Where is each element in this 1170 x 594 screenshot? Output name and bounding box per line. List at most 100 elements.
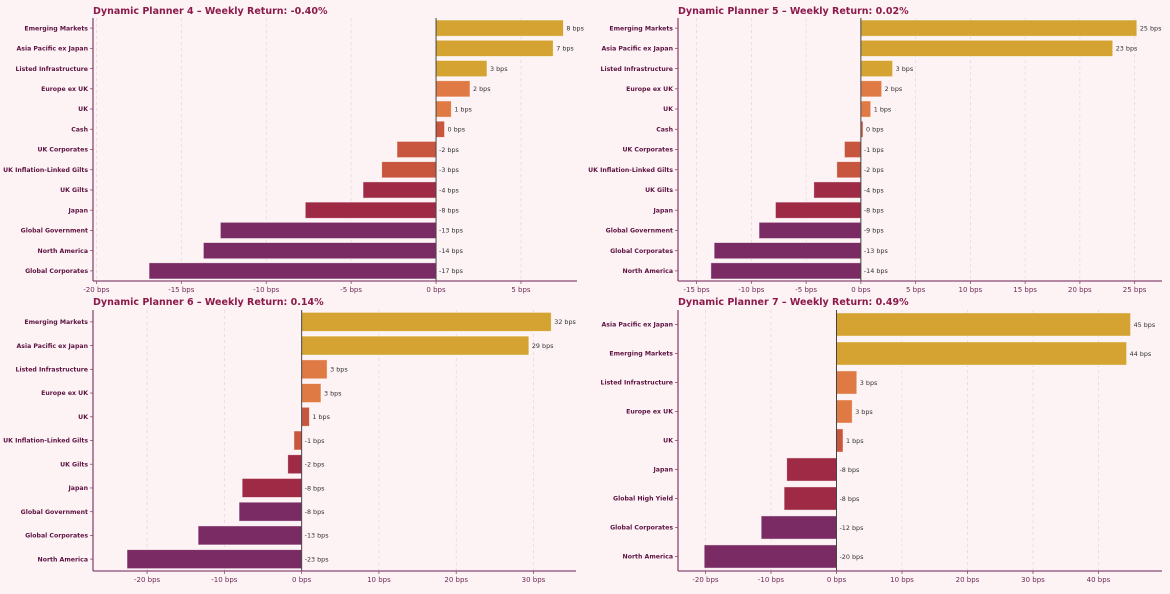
value-label: 3 bps [330,366,348,374]
x-tick-label: -20 bps [134,576,161,584]
value-label: 45 bps [1134,321,1156,329]
value-label: -13 bps [864,247,889,255]
value-label: 3 bps [490,65,508,73]
x-tick-label: 15 bps [1013,286,1037,294]
category-label: Europe ex UK [626,409,673,416]
value-label: 2 bps [473,85,491,93]
category-label: Japan [653,207,674,214]
bar-uk-gilts [362,181,437,199]
chart-title: Dynamic Planner 6 – Weekly Return: 0.14% [93,297,324,308]
category-label: Asia Pacific ex Japan [17,343,89,350]
category-label: Europe ex UK [626,86,673,93]
x-tick-label: 0 bps [851,286,871,294]
bar-listed-infrastructure [301,359,328,380]
category-label: Emerging Markets [609,351,673,358]
bar-uk-inflation-linked-gilts [381,161,437,179]
bar-japan [786,457,837,482]
value-label: 2 bps [885,85,903,93]
bar-japan [304,201,437,219]
bar-uk-gilts [287,454,303,475]
x-tick-label: -10 bps [758,576,785,584]
bar-asia-pacific-ex-japan [301,335,530,356]
bar-uk-corporates [396,141,437,158]
value-label: -8 bps [439,206,460,214]
bar-cash [435,120,445,138]
bar-asia-pacific-ex-japan [836,312,1131,337]
value-label: -12 bps [839,524,864,532]
category-label: North America [38,248,88,255]
category-label: UK Gilts [645,187,673,194]
value-label: 3 bps [324,389,342,397]
bar-global-corporates [760,515,837,540]
value-label: -2 bps [305,461,326,469]
category-label: North America [623,268,673,275]
value-label: 44 bps [1130,350,1152,358]
bar-global-corporates [713,242,862,260]
bar-emerging-markets [435,19,564,37]
x-tick-label: 20 bps [444,576,468,584]
category-label: Global Corporates [610,525,673,532]
value-label: -2 bps [864,166,885,174]
x-tick-label: 10 bps [367,576,391,584]
value-label: -2 bps [439,146,460,154]
category-label: Global Corporates [25,268,88,275]
category-label: Cash [656,126,673,133]
bar-global-government [219,221,437,239]
x-tick-label: 5 bps [906,286,926,294]
value-label: 3 bps [855,408,873,416]
chart-dynamic-planner-6: 32 bps Emerging Markets 29 bps Asia Pacific… [0,295,585,590]
chart-svg: 32 bps Emerging Markets 29 bps Asia Pacific… [3,297,576,584]
value-label: -17 bps [439,267,464,275]
x-tick-label: 5 bps [511,286,531,294]
bar-europe-ex-uk [301,383,322,403]
value-label: -8 bps [305,484,326,492]
x-tick-label: 0 bps [426,286,446,294]
category-label: Global High Yield [613,496,673,503]
bar-north-america [202,242,437,260]
category-label: UK Corporates [622,147,673,154]
chart-title: Dynamic Planner 5 – Weekly Return: 0.02% [678,6,909,17]
bar-uk-corporates [844,141,862,158]
category-label: UK Inflation-Linked Gilts [3,167,88,174]
category-label: Emerging Markets [609,25,673,32]
value-label: -13 bps [439,227,464,235]
category-label: Global Government [21,228,88,235]
category-label: UK [663,438,673,445]
value-label: 7 bps [556,45,574,53]
bar-listed-infrastructure [435,60,488,78]
category-label: Global Government [21,509,88,516]
category-label: Listed Infrastructure [16,66,89,73]
category-label: UK [663,106,673,113]
category-label: UK Corporates [37,147,88,154]
chart-svg: 8 bps Emerging Markets 7 bps Asia Pacific e… [3,6,585,294]
value-label: -20 bps [839,553,864,561]
category-label: UK Gilts [60,187,88,194]
value-label: -4 bps [864,186,885,194]
category-label: Emerging Markets [24,25,88,32]
chart-svg: 25 bps Emerging Markets 23 bps Asia Pacific… [588,6,1162,294]
category-label: Global Corporates [610,248,673,255]
value-label: -14 bps [439,247,464,255]
chart-dynamic-planner-7: 45 bps Asia Pacific ex Japan 44 bps Emergin… [585,295,1170,590]
value-label: -8 bps [839,466,860,474]
value-label: -14 bps [864,267,889,275]
category-label: Listed Infrastructure [601,66,674,73]
value-label: -4 bps [439,186,460,194]
bar-uk [860,100,872,118]
chart-svg: 45 bps Asia Pacific ex Japan 44 bps Emergin… [601,297,1162,584]
value-label: -1 bps [864,146,885,154]
value-label: -1 bps [305,437,326,445]
bar-japan [241,478,303,498]
category-label: Listed Infrastructure [601,380,674,387]
bar-uk [435,100,452,118]
category-label: Europe ex UK [41,390,88,397]
category-label: Cash [71,126,88,133]
bar-global-corporates [197,525,303,546]
chart-title: Dynamic Planner 7 – Weekly Return: 0.49% [678,297,909,308]
value-label: -8 bps [864,206,885,214]
category-label: Japan [68,207,89,214]
value-label: 1 bps [312,413,330,421]
value-label: -23 bps [305,555,330,563]
value-label: -8 bps [305,508,326,516]
value-label: 8 bps [566,24,584,32]
